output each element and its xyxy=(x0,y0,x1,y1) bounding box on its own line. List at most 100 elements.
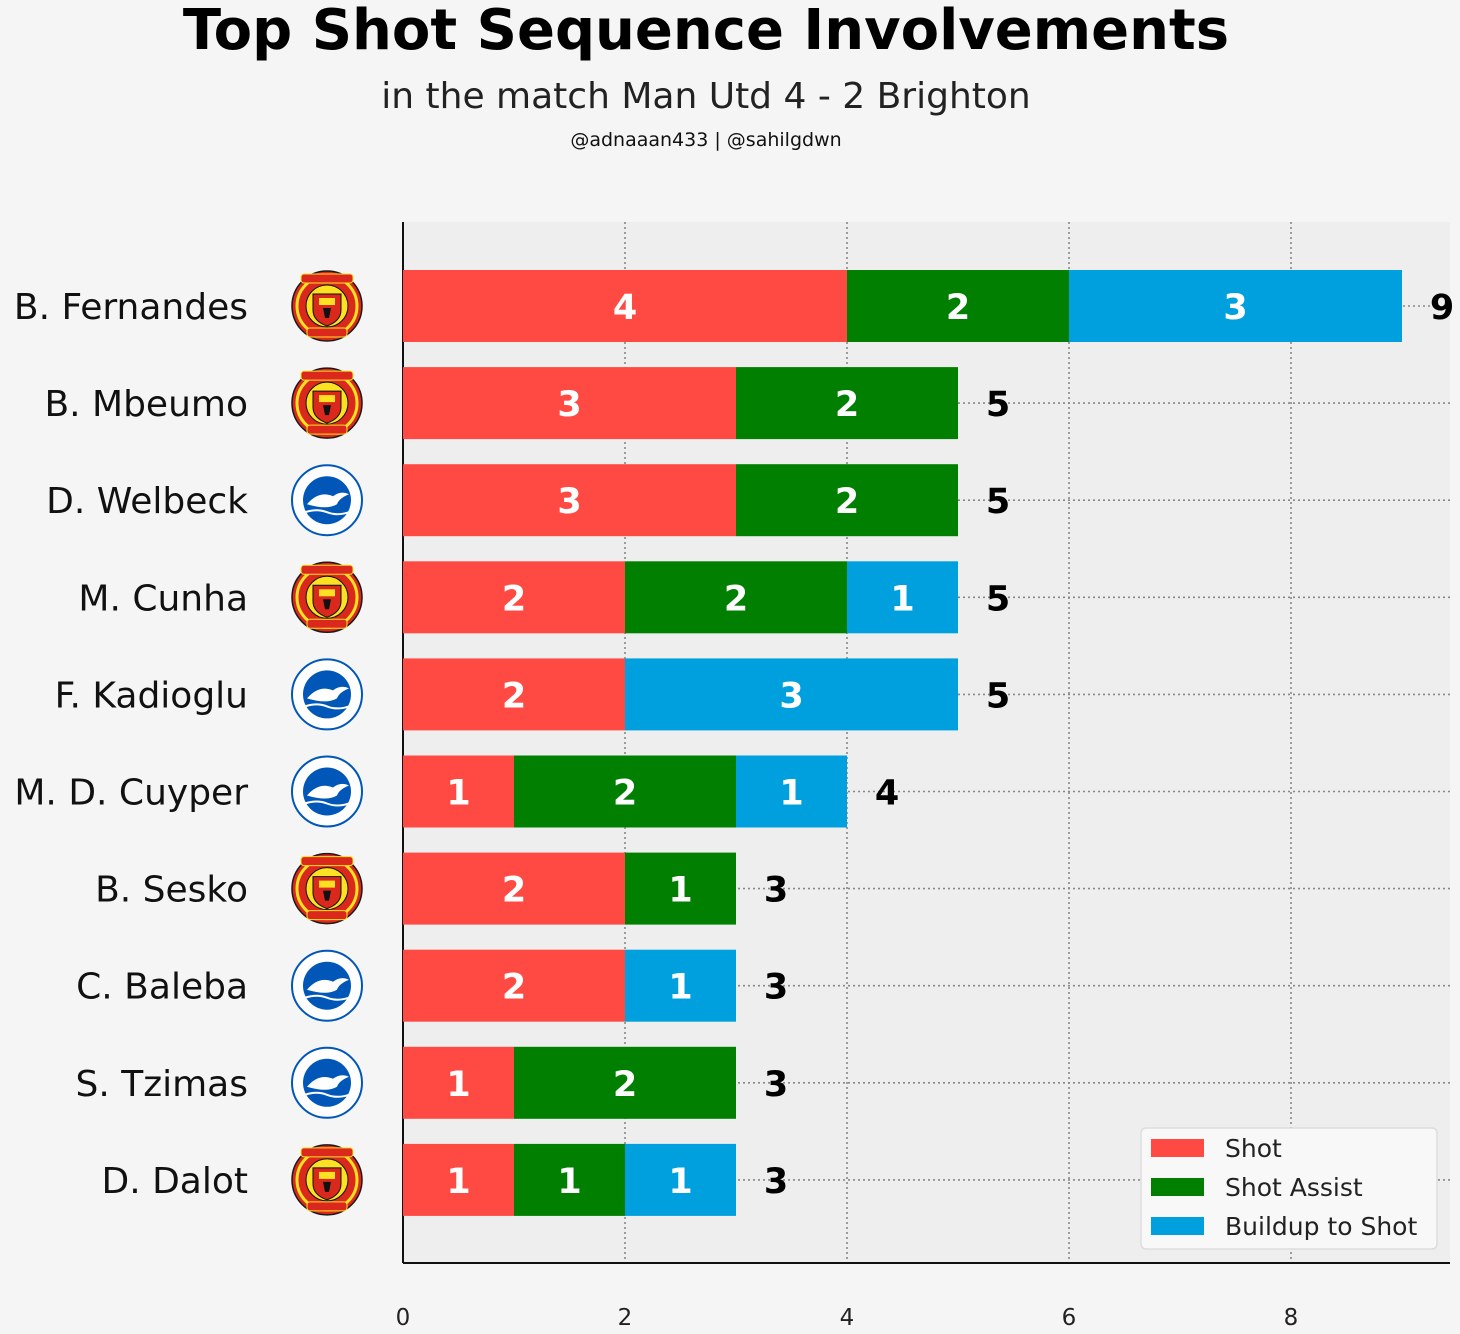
player-row: C. Baleba 2 1 3 xyxy=(76,949,788,1022)
man-utd-crest-icon xyxy=(291,561,363,634)
bar-value-label: 2 xyxy=(946,288,970,328)
shot-bar-segment xyxy=(403,1046,514,1119)
player-name: D. Welbeck xyxy=(46,481,248,522)
legend-swatch xyxy=(1151,1139,1204,1157)
total-label: 4 xyxy=(875,774,899,814)
bar-value-label: 3 xyxy=(779,676,803,716)
man-utd-crest-icon xyxy=(291,367,363,439)
bar-value-label: 1 xyxy=(557,1162,581,1202)
man-utd-crest-icon xyxy=(291,852,363,925)
shot-bar-segment xyxy=(403,270,847,342)
bar-value-label: 2 xyxy=(835,385,859,425)
player-row: M. Cunha 2 2 1 5 xyxy=(78,561,1010,634)
legend-label: Shot xyxy=(1225,1134,1282,1163)
player-row: B. Fernandes 4 2 3 9 xyxy=(14,270,1454,342)
shot-bar-segment xyxy=(403,658,625,731)
legend: Shot Shot Assist Buildup to Shot xyxy=(1140,1127,1438,1250)
buildup-bar-segment xyxy=(736,755,847,828)
shot-bar-segment xyxy=(403,561,625,634)
total-label: 9 xyxy=(1430,288,1454,328)
player-row: F. Kadioglu 2 3 5 xyxy=(55,658,1010,731)
player-name: B. Fernandes xyxy=(14,287,248,328)
brighton-crest-icon xyxy=(291,755,363,828)
shot-bar-segment xyxy=(403,367,736,440)
legend-label: Shot Assist xyxy=(1225,1173,1363,1202)
shot-assist-bar-segment xyxy=(514,755,736,828)
player-name: S. Tzimas xyxy=(75,1064,248,1105)
bar-value-label: 1 xyxy=(668,1162,692,1202)
bar-value-label: 1 xyxy=(446,774,470,814)
shot-assist-bar-segment xyxy=(736,367,958,440)
bar-value-label: 2 xyxy=(502,871,526,911)
player-row: S. Tzimas 1 2 3 xyxy=(75,1046,788,1119)
buildup-bar-segment xyxy=(1069,270,1402,342)
chart-credits: @adnaaan433 | @sahilgdwn xyxy=(570,129,842,151)
chart-title: Top Shot Sequence Involvements xyxy=(182,0,1230,63)
shot-assist-bar-segment xyxy=(514,1143,625,1216)
brighton-crest-icon xyxy=(291,949,363,1022)
bar-value-label: 1 xyxy=(446,1162,470,1202)
man-utd-crest-icon xyxy=(291,270,363,342)
legend-box xyxy=(1140,1127,1438,1250)
player-name: M. Cunha xyxy=(78,578,248,619)
total-label: 3 xyxy=(764,871,788,911)
shot-assist-bar-segment xyxy=(625,852,736,925)
x-tick-label: 4 xyxy=(840,1305,855,1331)
brighton-crest-icon xyxy=(291,464,363,537)
buildup-bar-segment xyxy=(625,1143,736,1216)
buildup-bar-segment xyxy=(625,949,736,1022)
shot-assist-bar-segment xyxy=(736,464,958,537)
bar-value-label: 1 xyxy=(668,871,692,911)
shot-assist-bar-segment xyxy=(625,561,847,634)
bar-value-label: 2 xyxy=(835,482,859,522)
player-row: D. Welbeck 3 2 5 xyxy=(46,464,1010,537)
bar-value-label: 2 xyxy=(502,676,526,716)
legend-swatch xyxy=(1151,1178,1204,1196)
total-label: 3 xyxy=(764,1162,788,1202)
bar-value-label: 1 xyxy=(446,1065,470,1105)
shot-bar-segment xyxy=(403,949,625,1022)
bar-value-label: 3 xyxy=(557,482,581,522)
player-row: D. Dalot 1 1 1 3 xyxy=(101,1143,788,1216)
player-name: B. Mbeumo xyxy=(44,384,248,425)
buildup-bar-segment xyxy=(847,561,958,634)
chart-subtitle: in the match Man Utd 4 - 2 Brighton xyxy=(381,76,1031,117)
legend-label: Buildup to Shot xyxy=(1225,1212,1417,1241)
bar-value-label: 2 xyxy=(613,774,637,814)
legend-swatch xyxy=(1151,1217,1204,1235)
shot-assist-bar-segment xyxy=(847,270,1069,342)
shot-bar-segment xyxy=(403,1143,514,1216)
player-row: M. D. Cuyper 1 2 1 4 xyxy=(14,755,899,828)
shot-bar-segment xyxy=(403,464,736,537)
player-name: D. Dalot xyxy=(101,1161,248,1202)
bar-value-label: 2 xyxy=(613,1065,637,1105)
buildup-bar-segment xyxy=(625,658,958,731)
shot-bar-segment xyxy=(403,755,514,828)
player-name: F. Kadioglu xyxy=(55,675,248,716)
player-name: C. Baleba xyxy=(76,967,248,1008)
bar-value-label: 2 xyxy=(724,579,748,619)
total-label: 5 xyxy=(986,482,1010,522)
total-label: 3 xyxy=(764,1065,788,1105)
x-tick-label: 6 xyxy=(1062,1305,1077,1331)
player-row: B. Mbeumo 3 2 5 xyxy=(44,367,1010,440)
player-name: B. Sesko xyxy=(95,870,248,911)
x-tick-label: 0 xyxy=(396,1305,411,1331)
bar-value-label: 4 xyxy=(613,288,637,328)
bar-value-label: 2 xyxy=(502,968,526,1008)
bar-value-label: 3 xyxy=(557,385,581,425)
x-tick-label: 8 xyxy=(1284,1305,1299,1331)
total-label: 5 xyxy=(986,579,1010,619)
shot-bar-segment xyxy=(403,852,625,925)
x-tick-label: 2 xyxy=(618,1305,633,1331)
brighton-crest-icon xyxy=(291,658,363,731)
player-name: M. D. Cuyper xyxy=(14,773,248,814)
bar-value-label: 1 xyxy=(668,968,692,1008)
bar-value-label: 1 xyxy=(779,774,803,814)
total-label: 5 xyxy=(986,385,1010,425)
brighton-crest-icon xyxy=(291,1046,363,1119)
bar-value-label: 2 xyxy=(502,579,526,619)
shot-assist-bar-segment xyxy=(514,1046,736,1119)
man-utd-crest-icon xyxy=(291,1144,363,1216)
